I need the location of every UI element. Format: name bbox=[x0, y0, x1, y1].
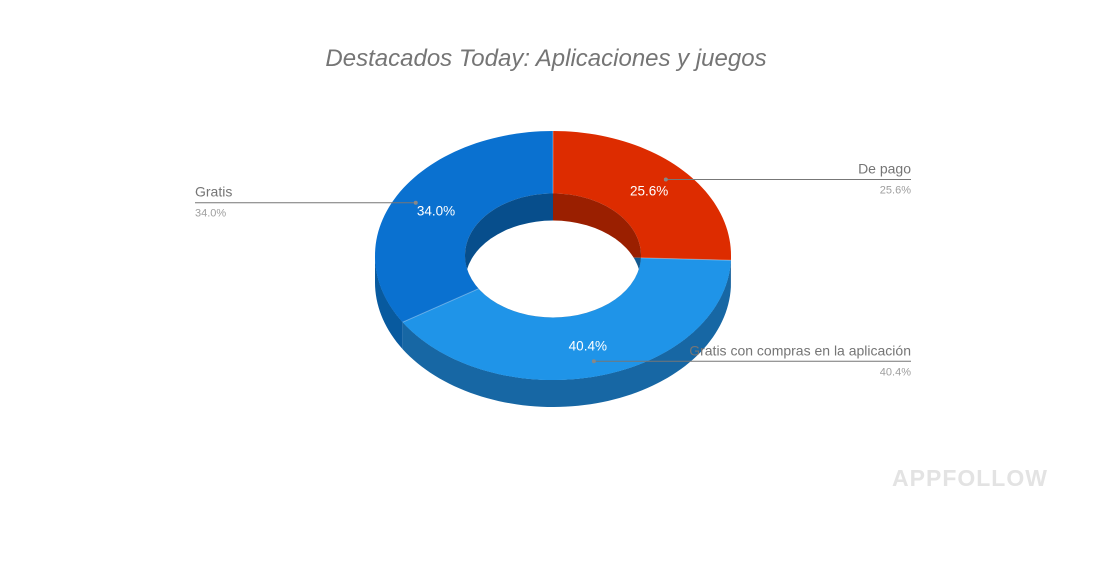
slice-separator bbox=[640, 257, 731, 261]
legend-value: 34.0% bbox=[195, 208, 226, 220]
legend-value: 25.6% bbox=[880, 185, 911, 197]
slice-side-1 bbox=[402, 260, 731, 407]
slice-0[interactable] bbox=[553, 131, 731, 261]
slice-value-label: 34.0% bbox=[417, 204, 455, 219]
slice-value-label: 40.4% bbox=[569, 339, 607, 354]
leader-dot bbox=[413, 200, 418, 205]
legend-label: De pago bbox=[858, 161, 911, 177]
chart-title: Destacados Today: Aplicaciones y juegos bbox=[325, 45, 766, 72]
leader-dot bbox=[591, 359, 596, 364]
slice-side-2 bbox=[375, 255, 403, 350]
slice-value-label: 25.6% bbox=[630, 184, 668, 199]
legend-label: Gratis con compras en la aplicación bbox=[689, 342, 911, 358]
legend-label: Gratis bbox=[195, 184, 232, 200]
slice-front-1 bbox=[402, 257, 731, 380]
leader-dot bbox=[663, 177, 668, 182]
watermark: APPFOLLOW bbox=[892, 465, 1048, 491]
legend-value: 40.4% bbox=[880, 366, 911, 378]
slice-front-0 bbox=[640, 255, 731, 261]
slice-front-2 bbox=[375, 255, 479, 323]
slice-separator bbox=[402, 288, 479, 323]
